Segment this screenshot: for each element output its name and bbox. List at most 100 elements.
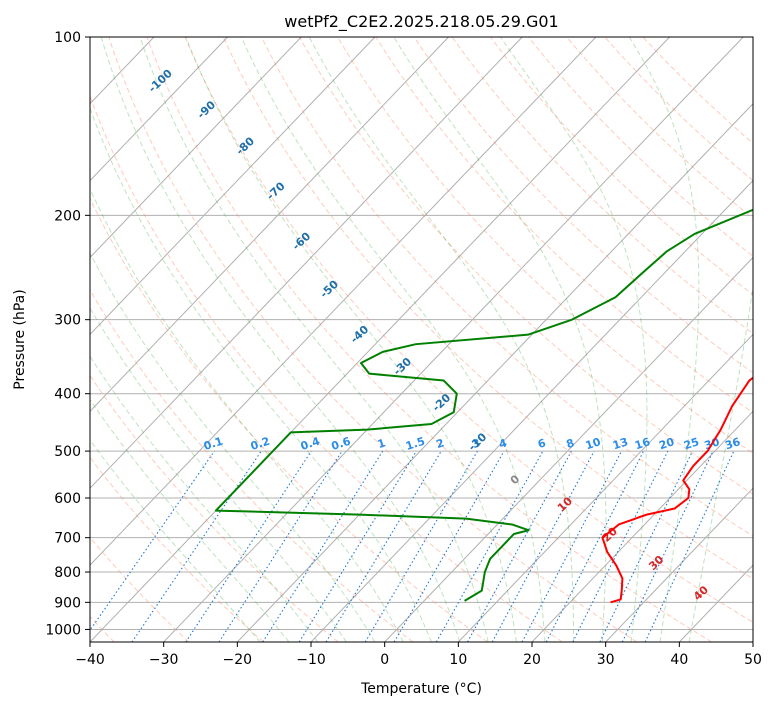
mixing-ratio-label: 1.5 <box>404 435 427 453</box>
y-tick-label: 200 <box>54 208 81 224</box>
mixing-ratio-label: 25 <box>682 435 701 452</box>
isotherm <box>457 333 753 642</box>
moist-adiabat <box>185 37 517 642</box>
temperature-profile <box>601 376 753 604</box>
dry-adiabat <box>566 37 753 219</box>
mixing-ratio-line <box>364 450 478 642</box>
moist-adiabat <box>308 37 575 642</box>
grid-lines <box>90 37 753 630</box>
isotherm <box>90 37 449 413</box>
y-tick-label: 500 <box>54 444 81 460</box>
x-tick-label: 50 <box>744 652 762 668</box>
mixing-ratio-label: 6 <box>536 436 548 451</box>
moist-adiabat <box>90 106 432 642</box>
dry-adiabat <box>413 37 753 374</box>
moist-adiabat <box>90 355 319 642</box>
isoline-label: -70 <box>264 179 288 202</box>
mixing-ratio-label: 3 <box>471 436 482 451</box>
mixing-ratio-line <box>467 450 572 642</box>
mixing-ratio-label: 0.6 <box>330 434 353 452</box>
mixing-ratio-line <box>521 450 622 642</box>
isotherm <box>310 179 753 642</box>
mixing-ratio-label: 8 <box>565 436 576 451</box>
x-tick-label: −30 <box>149 652 179 668</box>
mixing-ratio-line <box>325 450 442 642</box>
y-tick-label: 600 <box>54 491 81 507</box>
mixing-ratio-line <box>491 450 595 642</box>
y-tick-label: 400 <box>54 387 81 403</box>
dry-adiabat <box>222 37 753 580</box>
isoline-label: 10 <box>555 494 575 514</box>
mixing-ratio-label: 0.4 <box>299 434 322 452</box>
mixing-ratio-line <box>298 450 417 642</box>
x-tick-label: 30 <box>597 652 615 668</box>
x-tick-label: 40 <box>670 652 688 668</box>
x-tick-label: −20 <box>223 652 253 668</box>
mixing-ratio-line <box>545 450 645 642</box>
y-tick-label: 300 <box>54 313 81 329</box>
isoline-label: -40 <box>348 323 372 346</box>
moist-adiabat <box>100 37 461 642</box>
mixing-ratio-line <box>644 450 735 642</box>
dry-adiabat <box>489 37 753 296</box>
isotherm <box>163 37 744 642</box>
dry-adiabat <box>184 37 753 623</box>
mixing-ratio-label: 2 <box>434 436 445 451</box>
isoline-label: -20 <box>430 391 454 414</box>
isotherm <box>752 641 753 642</box>
x-axis: −40 −30 −20 −10 0 10 20 30 40 50 <box>75 642 762 668</box>
isoline-label: -90 <box>195 98 219 121</box>
mixing-ratio-line <box>90 450 215 632</box>
mixing-ratio-label: 0.2 <box>249 435 272 453</box>
isoline-label: -10 <box>466 430 490 453</box>
dry-adiabat <box>90 197 488 642</box>
x-tick-label: 0 <box>380 652 389 668</box>
isotherm <box>90 37 597 566</box>
moist-adiabat <box>499 37 648 642</box>
isotherm <box>384 256 753 642</box>
moist-adiabat <box>90 252 376 642</box>
isotherm <box>531 410 753 642</box>
moist-adiabat <box>90 187 404 642</box>
plot-frame <box>89 36 754 643</box>
dry-adiabat <box>260 37 753 537</box>
isotherm <box>605 487 753 642</box>
x-tick-label: 20 <box>523 652 541 668</box>
mixing-ratio-line <box>572 450 669 642</box>
x-tick-label: −40 <box>75 652 105 668</box>
y-tick-label: 900 <box>54 595 81 611</box>
mixing-ratio-label: 36 <box>723 435 742 452</box>
isotherm <box>678 564 753 642</box>
moist-adiabat <box>240 37 546 642</box>
y-tick-label: 700 <box>54 531 81 547</box>
mixing-ratio-label: 0.1 <box>202 435 225 453</box>
mixing-ratio-label: 20 <box>657 435 676 452</box>
chart-title: wetPf2_C2E2.2025.218.05.29.G01 <box>284 12 558 32</box>
mixing-ratio-label: 10 <box>584 435 603 452</box>
moist-adiabat <box>90 439 261 642</box>
dry-adiabat <box>604 37 753 182</box>
y-tick-label: 1000 <box>45 622 81 638</box>
moist-adiabat <box>90 398 290 642</box>
isotherm <box>0 37 7 642</box>
dry-adiabat <box>90 95 563 642</box>
moist-adiabat <box>628 37 700 642</box>
isotherm <box>236 103 753 642</box>
mixing-ratio-label: 4 <box>497 436 509 451</box>
mixing-ratio-lines <box>90 450 735 642</box>
moist-adiabat <box>393 37 607 642</box>
dry-adiabat <box>108 37 638 642</box>
dewpoint-profile <box>214 208 753 602</box>
mixing-ratio-label: 16 <box>633 435 652 452</box>
isoline-label: -100 <box>146 67 175 96</box>
isoline-label: -80 <box>234 134 258 157</box>
dry-adiabat <box>451 37 753 335</box>
y-axis-label: Pressure (hPa) <box>12 289 28 389</box>
dry-adiabat <box>90 289 414 642</box>
mixing-ratio-line <box>131 450 262 642</box>
x-tick-label: 10 <box>449 652 467 668</box>
moist-adiabat <box>139 37 489 642</box>
isotherm <box>90 37 523 489</box>
isotherm <box>90 37 670 642</box>
